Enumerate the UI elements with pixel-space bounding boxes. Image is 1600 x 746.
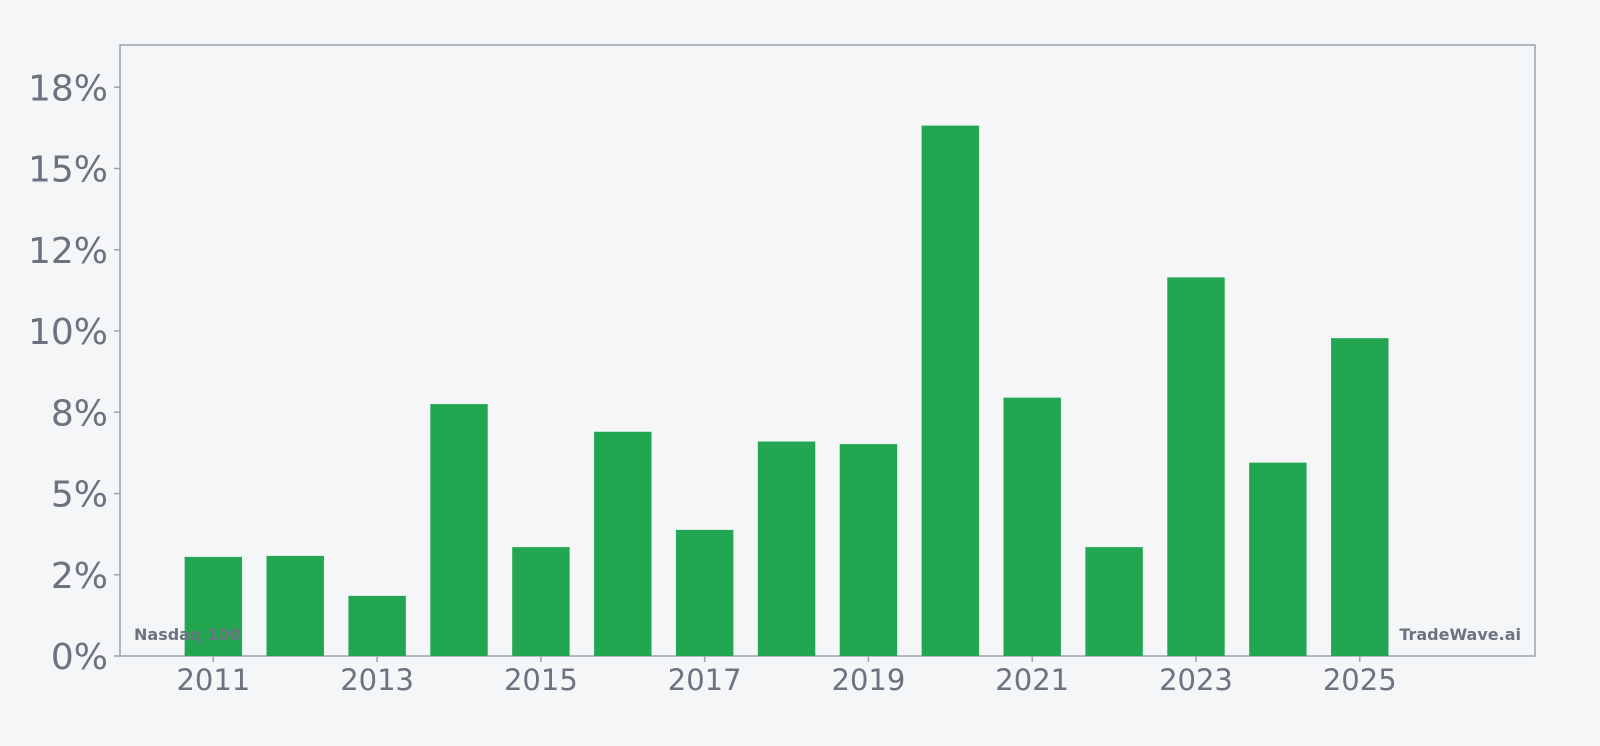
y-tick-label: 0% [51, 637, 108, 678]
bar-2012 [266, 555, 324, 656]
y-tick-label: 8% [51, 393, 108, 434]
bar-2024 [1249, 462, 1307, 656]
bars [184, 125, 1389, 657]
bar-2013 [348, 595, 406, 656]
bar-2015 [512, 547, 570, 656]
plot-area [119, 44, 1536, 657]
x-tick-label: 2017 [668, 663, 742, 697]
y-tick-label: 2% [51, 556, 108, 597]
bar-2020 [921, 125, 980, 657]
bar-2016 [594, 431, 652, 656]
y-axis: 0% 2% 5% 8% 10% 12% 15% 18% [28, 68, 120, 678]
watermark-right: TradeWave.ai [1399, 625, 1521, 644]
y-tick-label: 18% [28, 68, 108, 109]
y-tick-label: 10% [28, 312, 108, 353]
x-tick-label: 2019 [832, 663, 906, 697]
x-tick-label: 2021 [995, 663, 1069, 697]
bar-2019 [839, 444, 898, 656]
y-tick-label: 5% [51, 475, 108, 516]
bar-2017 [675, 529, 734, 656]
x-tick-label: 2011 [176, 663, 250, 697]
bar-2014 [430, 404, 488, 656]
x-tick-label: 2023 [1159, 663, 1233, 697]
x-tick-label: 2015 [504, 663, 578, 697]
bar-2022 [1085, 547, 1143, 656]
y-tick-label: 15% [28, 150, 108, 191]
watermark-left: Nasdaq 100 [134, 625, 240, 644]
x-tick-label: 2013 [340, 663, 414, 697]
bar-2021 [1003, 397, 1061, 656]
bar-2025 [1331, 338, 1389, 656]
x-tick-label: 2025 [1323, 663, 1397, 697]
bar-2018 [757, 441, 816, 656]
y-tick-label: 12% [28, 231, 108, 272]
x-axis: 2011 2013 2015 2017 2019 2021 2023 2025 [176, 656, 1397, 697]
bar-2023 [1167, 277, 1225, 656]
bar-2011 [184, 556, 243, 656]
